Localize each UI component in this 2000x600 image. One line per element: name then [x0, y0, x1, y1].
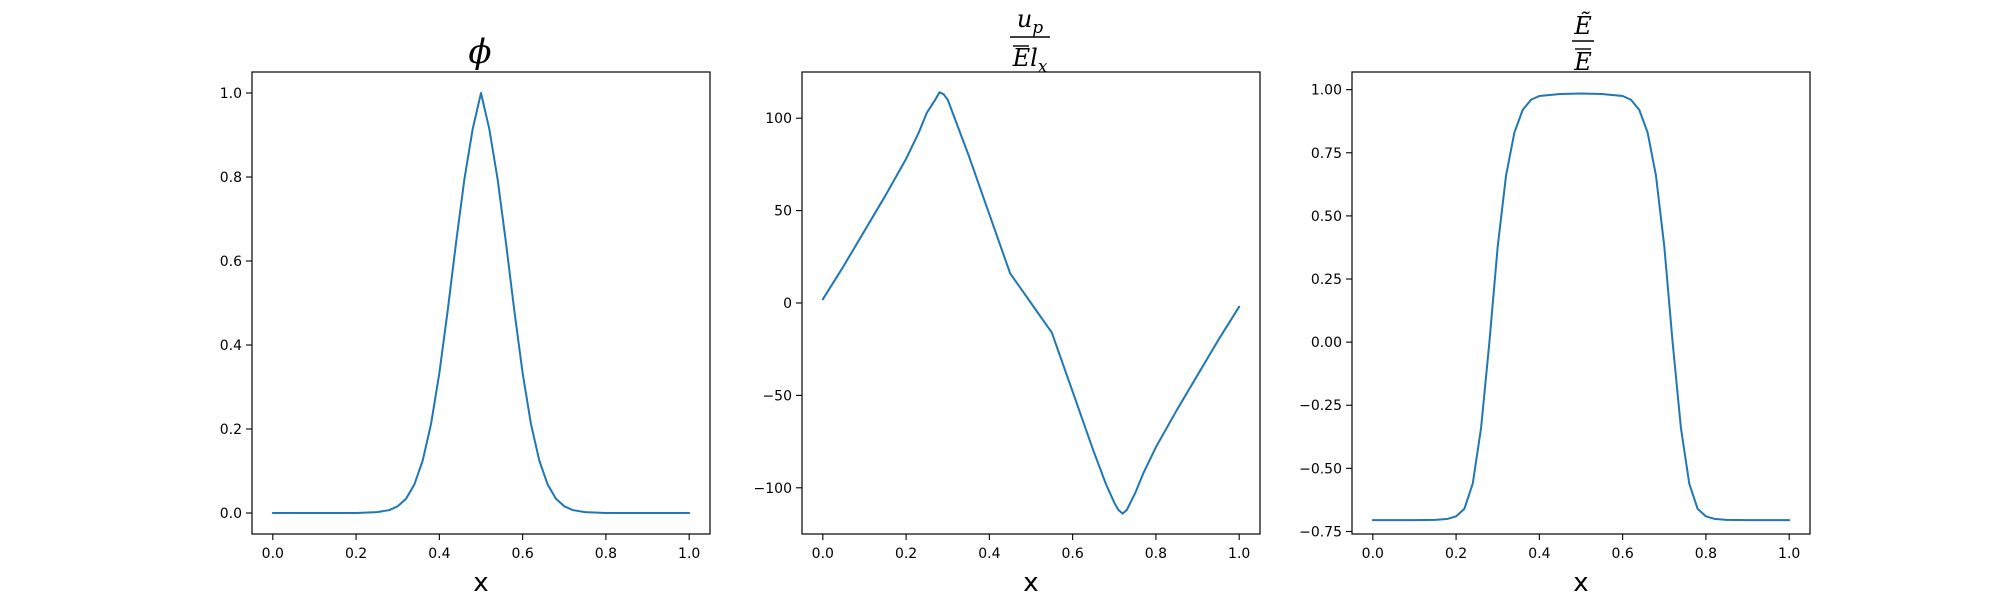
y-tick-label: 0.6	[220, 254, 242, 270]
plot-frame	[251, 71, 711, 535]
x-tick-label: 0.8	[1695, 546, 1717, 562]
title-denominator-subscript: x	[1038, 57, 1048, 77]
y-tick-label: 0.8	[220, 170, 242, 186]
y-tick-label: 0.50	[1311, 209, 1342, 225]
y-tick-label: 0.75	[1311, 146, 1342, 162]
x-tick-label: 0.8	[595, 546, 617, 562]
x-tick-label: 0.6	[1612, 546, 1634, 562]
y-tick-label: −0.75	[1299, 524, 1342, 540]
title-numerator-subscript: p	[1032, 18, 1043, 38]
y-tick-label: −50	[762, 388, 792, 404]
x-tick-label: 0.2	[895, 546, 917, 562]
y-tick-label: −100	[754, 481, 792, 497]
title-denominator: E	[1573, 48, 1592, 76]
x-tick-label: 1.0	[1778, 546, 1800, 562]
series-line	[821, 91, 1241, 515]
x-tick-label: 0.4	[1528, 546, 1550, 562]
title-numerator-main: u	[1017, 5, 1032, 33]
chart-title-e-ratio: Ẽ E	[1572, 11, 1594, 76]
series-line	[1371, 92, 1791, 522]
title-denominator-mid: l	[1030, 44, 1038, 72]
x-axis-label: x	[1573, 568, 1588, 598]
x-axis-label: x	[473, 568, 488, 598]
x-tick-label: 0.4	[428, 546, 450, 562]
x-axis-label: x	[1023, 568, 1038, 598]
chart-title-up-ratio: up Elx	[1010, 5, 1050, 77]
x-tick-label: 0.6	[1062, 546, 1084, 562]
plot-frame	[1351, 71, 1811, 535]
y-tick-label: 0.2	[220, 422, 242, 438]
title-denominator-main: E	[1012, 44, 1031, 72]
series-line	[271, 92, 691, 514]
x-tick-label: 0.2	[1445, 546, 1467, 562]
y-tick-label: 1.0	[220, 86, 242, 102]
chart-panel-e-ratio: Ẽ E 0.0 0.2 0.4 0.6 0.8 1.0 −0.75 −0.50 −0.25 0.0…	[1299, 11, 1811, 598]
y-tick-label: 0.00	[1311, 335, 1342, 351]
x-tick-label: 0.0	[262, 546, 284, 562]
y-tick-label: 100	[765, 111, 792, 127]
y-tick-label: 50	[774, 204, 792, 220]
y-tick-label: −0.25	[1299, 398, 1342, 414]
y-tick-label: 0.25	[1311, 272, 1342, 288]
y-tick-label: 1.00	[1311, 83, 1342, 99]
x-tick-label: 0.0	[812, 546, 834, 562]
y-tick-label: 0	[783, 296, 792, 312]
chart-title-phi: ϕ	[468, 32, 491, 72]
x-tick-label: 0.4	[978, 546, 1000, 562]
chart-panel-phi: ϕ 0.0 0.2 0.4 0.6 0.8 1.0 0.0 0.2 0.4 0.6 0.8 1.0 x	[220, 32, 711, 598]
x-tick-label: 1.0	[678, 546, 700, 562]
y-tick-label: 0.0	[220, 506, 242, 522]
x-tick-label: 0.0	[1362, 546, 1384, 562]
y-tick-label: 0.4	[220, 338, 242, 354]
y-tick-label: −0.50	[1299, 461, 1342, 477]
title-denominator: Elx	[1012, 44, 1048, 77]
x-tick-label: 1.0	[1228, 546, 1250, 562]
title-numerator: Ẽ	[1573, 11, 1592, 40]
x-tick-label: 0.8	[1145, 546, 1167, 562]
x-tick-label: 0.2	[345, 546, 367, 562]
title-numerator: up	[1017, 5, 1043, 38]
x-tick-label: 0.6	[512, 546, 534, 562]
